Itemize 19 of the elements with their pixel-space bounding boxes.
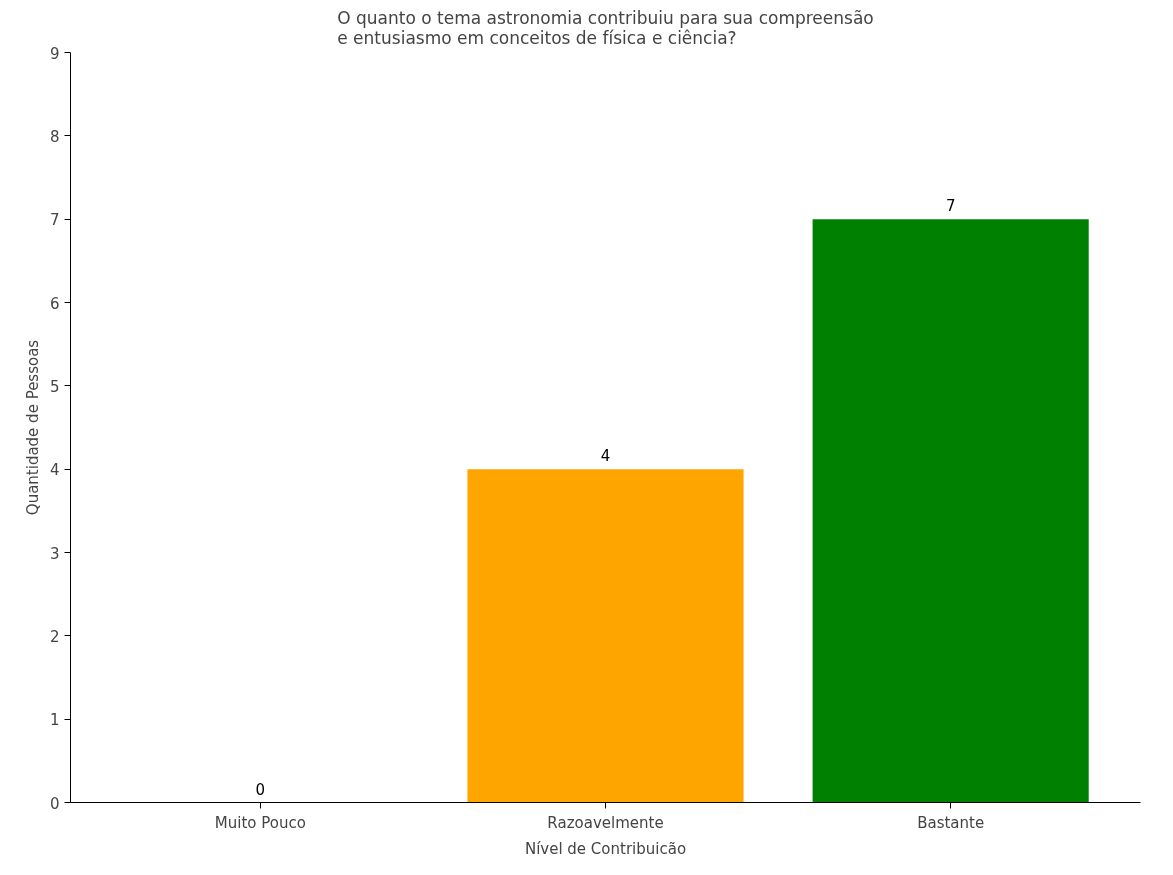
y-tick-label: 0 (49, 794, 60, 813)
x-tick-label: Bastante (917, 813, 985, 832)
y-tick-label: 3 (49, 544, 60, 563)
x-tick-label: Razoavelmente (547, 813, 664, 832)
y-tick-label: 2 (49, 627, 60, 646)
y-tick-label: 1 (49, 711, 60, 730)
y-tick-label: 4 (49, 461, 60, 480)
y-tick-label: 7 (49, 211, 60, 230)
data-label: 0 (255, 780, 266, 799)
y-axis-title: Quantidade de Pessoas (23, 339, 42, 516)
data-label: 4 (600, 447, 611, 466)
y-tick-label: 5 (49, 377, 60, 396)
y-tick-label: 6 (49, 294, 60, 313)
data-label: 7 (945, 197, 956, 216)
y-tick-label: 9 (49, 44, 60, 63)
y-tick-label: 8 (49, 127, 60, 146)
chart-title: O quanto o tema astronomia contribuiu para sua compreensão e entusiasmo em conceitos de física e ciência? (337, 7, 874, 48)
x-axis-title: Nível de Contribuicão (524, 839, 687, 858)
x-tick-label: Muito Pouco (214, 813, 306, 832)
